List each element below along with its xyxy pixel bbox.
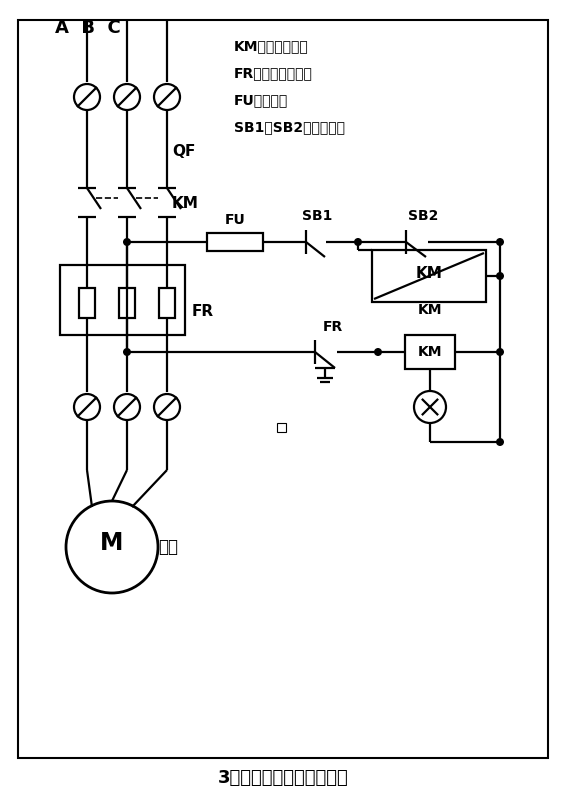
Text: KM: KM xyxy=(415,266,443,281)
Text: QF: QF xyxy=(172,145,195,159)
Text: SB2: SB2 xyxy=(408,209,438,223)
Bar xyxy=(277,423,286,432)
Text: FU: FU xyxy=(225,213,246,227)
Bar xyxy=(207,233,263,251)
Circle shape xyxy=(496,438,504,446)
Circle shape xyxy=(123,238,131,246)
Circle shape xyxy=(123,348,131,356)
Bar xyxy=(405,335,455,369)
Text: FR: FR xyxy=(192,305,214,319)
Bar xyxy=(79,288,95,318)
Circle shape xyxy=(354,238,362,246)
Text: FR: FR xyxy=(323,320,343,334)
Text: KM：交流接触器: KM：交流接触器 xyxy=(234,39,308,53)
Circle shape xyxy=(496,348,504,356)
Text: KM: KM xyxy=(418,345,442,359)
Bar xyxy=(159,288,175,318)
Text: KM: KM xyxy=(172,195,199,210)
Text: M: M xyxy=(100,531,124,555)
Circle shape xyxy=(374,348,382,356)
Text: FR：热过载继电器: FR：热过载继电器 xyxy=(234,66,313,80)
Text: FU：保险丝: FU：保险丝 xyxy=(234,93,288,107)
Bar xyxy=(60,265,185,335)
Text: 3相电机启、停控制接线图: 3相电机启、停控制接线图 xyxy=(217,769,349,787)
Circle shape xyxy=(496,238,504,246)
Bar xyxy=(372,250,486,302)
Circle shape xyxy=(496,272,504,280)
Text: 电机: 电机 xyxy=(158,538,178,556)
Text: KM: KM xyxy=(418,303,442,317)
Text: SB1、SB2：启停按钮: SB1、SB2：启停按钮 xyxy=(234,120,345,134)
Text: SB1: SB1 xyxy=(302,209,332,223)
Bar xyxy=(119,288,135,318)
Text: A  B  C: A B C xyxy=(55,19,121,37)
